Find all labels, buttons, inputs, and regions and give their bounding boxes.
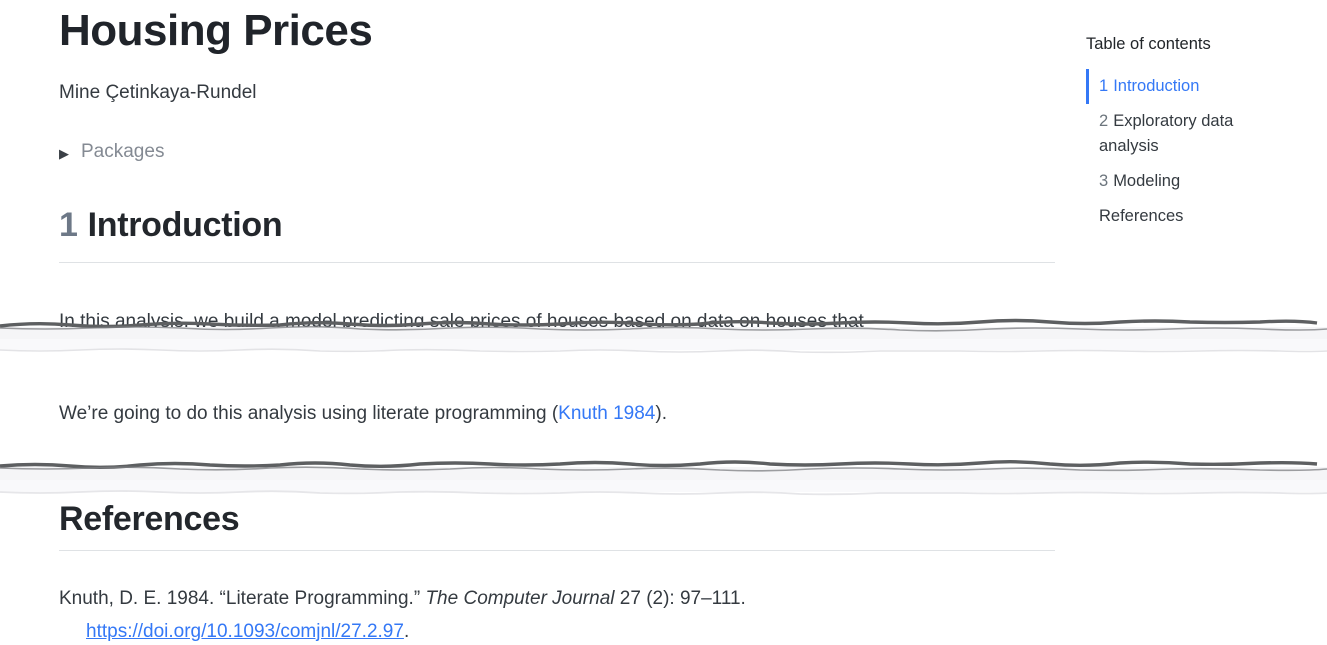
reference-text: 27 (2): 97–111. bbox=[614, 588, 746, 609]
toc-item-label: References bbox=[1099, 207, 1184, 225]
intro-paragraph-1: In this analysis, we build a model predi… bbox=[59, 311, 864, 332]
journal-title: The Computer Journal bbox=[425, 588, 615, 609]
disclosure-triangle-icon: ▶ bbox=[59, 145, 69, 161]
doi-link[interactable]: https://doi.org/10.1093/comjnl/27.2.97 bbox=[86, 621, 404, 642]
toc-item-introduction[interactable]: 1 Introduction bbox=[1086, 69, 1282, 104]
packages-label: Packages bbox=[81, 141, 165, 162]
page-title: Housing Prices bbox=[59, 6, 373, 55]
table-of-contents: Table of contents 1 Introduction 2 Explora… bbox=[1086, 35, 1282, 234]
citation-link-knuth[interactable]: Knuth 1984 bbox=[558, 403, 656, 424]
toc-item-number: 2 bbox=[1099, 112, 1109, 130]
author-name: Mine Çetinkaya-Rundel bbox=[59, 82, 257, 103]
toc-item-modeling[interactable]: 3 Modeling bbox=[1086, 164, 1282, 199]
section-title: Introduction bbox=[87, 206, 283, 244]
section-heading-introduction: 1 Introduction bbox=[59, 206, 283, 245]
toc-item-exploratory-data-analysis[interactable]: 2 Exploratory data analysis bbox=[1086, 104, 1282, 164]
reference-text: Knuth, D. E. 1984. “Literate Programming… bbox=[59, 588, 426, 609]
toc-item-label: Exploratory data analysis bbox=[1099, 112, 1234, 155]
toc-item-number: 1 bbox=[1099, 77, 1109, 95]
section-number: 1 bbox=[59, 206, 78, 244]
torn-edge-divider bbox=[0, 456, 1327, 498]
section-rule bbox=[59, 262, 1055, 263]
toc-item-number: 3 bbox=[1099, 172, 1109, 190]
reference-entry: Knuth, D. E. 1984. “Literate Programming… bbox=[59, 582, 1055, 645]
packages-disclosure[interactable]: ▶ Packages bbox=[59, 141, 164, 163]
paragraph-text: ). bbox=[655, 403, 667, 424]
toc-header: Table of contents bbox=[1086, 35, 1211, 53]
reference-text: . bbox=[403, 621, 410, 642]
toc-item-references[interactable]: References bbox=[1086, 199, 1282, 234]
section-rule bbox=[59, 550, 1055, 551]
section-heading-references: References bbox=[59, 500, 240, 538]
reference-doi-line: https://doi.org/10.1093/comjnl/27.2.97. bbox=[59, 615, 1055, 645]
toc-list: 1 Introduction 2 Exploratory data analysis… bbox=[1086, 69, 1282, 234]
paragraph-text: We’re going to do this analysis using li… bbox=[59, 403, 559, 424]
toc-item-label: Modeling bbox=[1113, 172, 1181, 190]
toc-item-label: Introduction bbox=[1113, 77, 1200, 95]
intro-paragraph-2: We’re going to do this analysis using li… bbox=[59, 400, 667, 428]
